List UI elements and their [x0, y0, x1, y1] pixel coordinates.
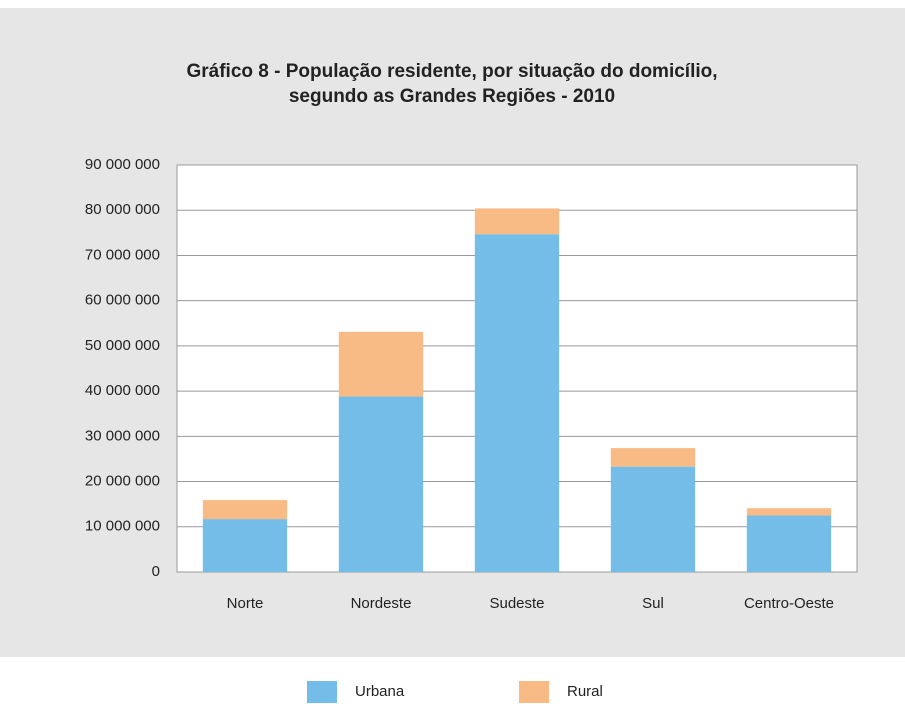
x-tick-label: Nordeste: [351, 595, 412, 612]
y-tick-label: 70 000 000: [85, 246, 160, 263]
x-tick-label: Sul: [642, 595, 664, 612]
x-tick-label: Norte: [227, 595, 264, 612]
y-tick-label: 10 000 000: [85, 518, 160, 535]
bar-segment: [338, 396, 424, 572]
y-tick-label: 50 000 000: [85, 337, 160, 354]
y-tick-label: 60 000 000: [85, 292, 160, 309]
bar-segment: [746, 515, 832, 572]
y-tick-label: 20 000 000: [85, 473, 160, 490]
x-tick-label: Sudeste: [489, 595, 544, 612]
y-tick-label: 0: [152, 563, 160, 580]
x-tick-label: Centro-Oeste: [744, 595, 834, 612]
bar-segment: [610, 448, 696, 467]
bar-segment: [338, 331, 424, 397]
y-tick-label: 40 000 000: [85, 382, 160, 399]
y-tick-label: 90 000 000: [85, 156, 160, 173]
legend-swatch: [519, 681, 549, 703]
bar-segment: [474, 208, 560, 235]
bar-segment: [202, 519, 288, 572]
y-tick-label: 30 000 000: [85, 427, 160, 444]
chart-title: segundo as Grandes Regiões - 2010: [289, 86, 615, 107]
chart-title: Gráfico 8 - População residente, por sit…: [186, 61, 717, 82]
bar-segment: [746, 508, 832, 516]
legend-swatch: [307, 681, 337, 703]
bar-segment: [610, 466, 696, 572]
y-tick-label: 80 000 000: [85, 201, 160, 218]
legend-label: Urbana: [355, 683, 405, 700]
bar-segment: [202, 500, 288, 520]
bar-segment: [474, 234, 560, 572]
legend-label: Rural: [567, 683, 603, 700]
